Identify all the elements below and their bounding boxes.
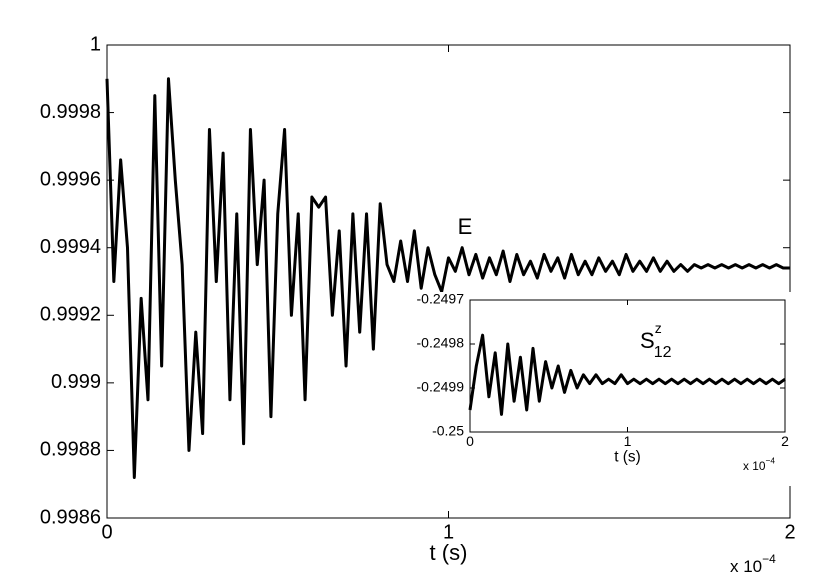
annotation: E [458,214,473,239]
x-axis-label: t (s) [614,448,641,465]
y-tick-label: -0.2497 [417,291,465,307]
exponent-base: x 10 [730,557,762,576]
series-label: Sz 12 [640,320,672,362]
y-tick-label: 0.9986 [40,506,101,528]
label-sub: 12 [654,344,672,361]
exponent-power: −4 [762,552,776,566]
x-tick-label: 1 [443,521,454,543]
x-tick-label: 1 [624,433,632,449]
y-tick-label: 0.9992 [40,304,101,326]
y-tick-label: 0.9988 [40,439,101,461]
x-axis-label: t (s) [430,540,468,565]
x-exponent-label: x 10−4 [730,552,776,576]
x-tick-label: 0 [101,521,112,543]
y-tick-label: -0.2499 [417,379,465,395]
exponent-base: x 10 [743,459,766,473]
y-tick-label: 0.9998 [40,101,101,123]
y-tick-label: -0.2498 [417,335,465,351]
x-tick-label: 2 [784,521,795,543]
y-tick-label: 0.999 [51,371,101,393]
label-sup: z [655,320,662,336]
x-tick-label: 0 [466,433,474,449]
y-tick-label: 0.9996 [40,168,101,190]
y-tick-label: -0.25 [432,423,464,439]
inset-background [395,292,795,486]
data-line [105,77,790,479]
x-tick-label: 2 [781,433,789,449]
y-tick-label: 0.9994 [40,236,101,258]
chart: 0.9986 0.9988 0.999 0.9992 0.9994 0.9996 0.999… [40,33,796,576]
exponent-power: −4 [765,456,775,466]
x-exponent-label: x 10−4 [743,456,775,474]
label-base: S [640,328,655,353]
data-line [468,333,786,416]
y-tick-label: 1 [90,33,101,55]
